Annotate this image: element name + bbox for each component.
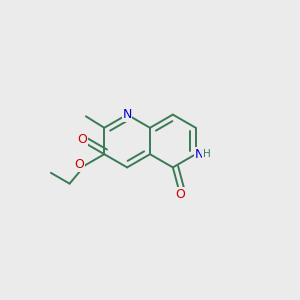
- Text: O: O: [74, 158, 84, 171]
- Text: O: O: [77, 133, 87, 146]
- Text: N: N: [122, 108, 132, 121]
- Text: O: O: [176, 188, 185, 201]
- Text: H: H: [203, 149, 210, 159]
- Text: N: N: [195, 148, 204, 161]
